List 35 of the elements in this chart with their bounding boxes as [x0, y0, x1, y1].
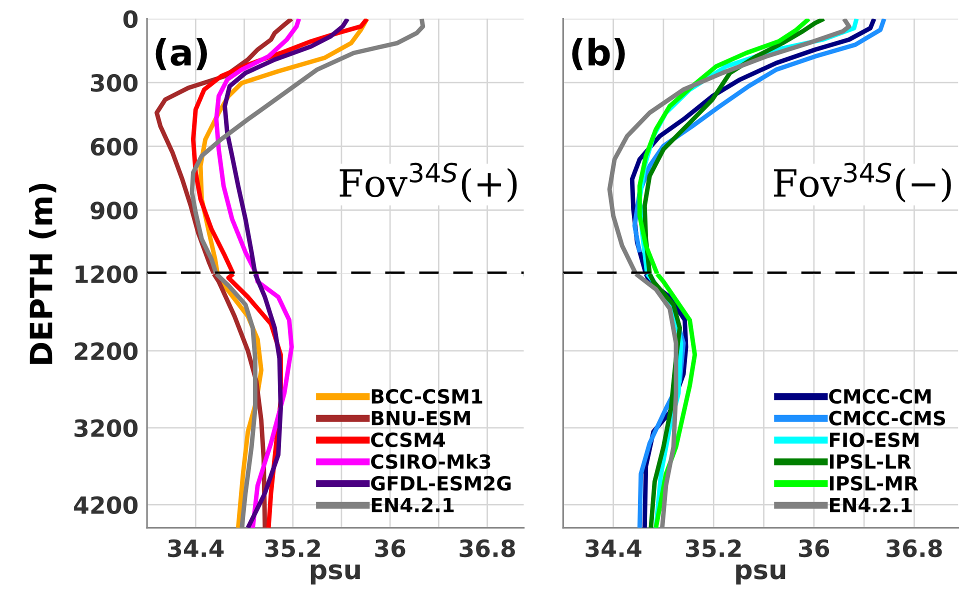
- legend-label: CMCC-CMS: [829, 410, 946, 426]
- y-tick-label: 0: [123, 10, 138, 28]
- y-tick-label: 3200: [74, 419, 138, 438]
- legend-label: IPSL-LR: [830, 454, 912, 469]
- x-tick-label: 36.8: [886, 539, 942, 558]
- y-axis-title: DEPTH (m): [28, 184, 56, 364]
- y-tick-label: 900: [90, 202, 138, 220]
- y-tick-label: 300: [90, 74, 138, 92]
- x-tick-label: 34.4: [168, 539, 224, 558]
- x-axis-title: psu: [310, 564, 360, 585]
- legend-label: GFDL-ESM2G: [371, 476, 511, 491]
- x-tick-label: 36.8: [460, 539, 515, 558]
- legend-label: EN4.2.1: [830, 498, 912, 512]
- legend-label: BCC-CSM1: [372, 389, 482, 404]
- x-tick-label: 36: [375, 539, 406, 558]
- legend-label: EN4.2.1: [372, 498, 454, 512]
- legend-label: CSIRO-Mk3: [371, 454, 490, 469]
- annotation: Fov$^{34S}$(+): [340, 162, 517, 202]
- x-tick-label: 35.2: [265, 539, 320, 558]
- y-tick-label: 2200: [74, 342, 138, 360]
- annotation: (a): [156, 38, 207, 70]
- annotation: Fov$^{34S}$(−): [774, 162, 951, 202]
- x-axis-title: psu: [736, 564, 786, 585]
- annotation: (b): [572, 38, 625, 70]
- x-tick-label: 34.4: [586, 539, 642, 558]
- legend-label: IPSL-MR: [830, 476, 918, 491]
- x-tick-label: 36: [799, 539, 830, 558]
- legend-label: CCSM4: [371, 432, 446, 448]
- y-tick-label: 1200: [76, 265, 138, 284]
- legend-label: BNU-ESM: [372, 410, 470, 426]
- y-tick-label: 600: [90, 138, 138, 156]
- x-tick-label: 35.2: [686, 539, 741, 558]
- legend-label: FIO-ESM: [830, 432, 918, 448]
- legend-label: CMCC-CM: [829, 389, 931, 404]
- y-tick-label: 4200: [74, 496, 138, 514]
